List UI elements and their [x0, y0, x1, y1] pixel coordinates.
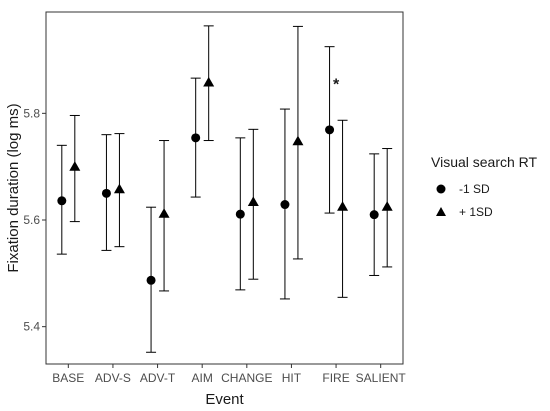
x-axis-title: Event [205, 391, 244, 408]
y-axis-title: Fixation duration (log ms) [5, 103, 22, 272]
annotations: * [333, 76, 340, 93]
data-point-triangle [69, 161, 81, 171]
data-point-triangle [292, 135, 304, 146]
data-point-circle [146, 275, 156, 285]
x-tick-label: FIRE [322, 371, 349, 385]
x-tick-label: AIM [192, 371, 213, 385]
data-point-circle [235, 209, 245, 219]
data-point-circle [280, 200, 290, 210]
legend-label-plus-1sd: + 1SD [459, 205, 493, 219]
legend-title: Visual search RT [431, 154, 538, 170]
x-axis: BASE ADV-S ADV-T AIM CHANGE HIT FIRE SALIENT [52, 364, 406, 385]
data-point-triangle [247, 196, 259, 206]
y-tick-label: 5.4 [23, 320, 40, 334]
data-point-triangle [381, 201, 393, 211]
data-point-circle [101, 188, 111, 198]
data-point-triangle [203, 76, 215, 87]
data-point-triangle [158, 208, 170, 218]
data-marks [56, 25, 393, 353]
x-tick-label: ADV-S [95, 371, 131, 385]
y-axis: 5.4 5.6 5.8 [23, 106, 46, 334]
y-tick-label: 5.6 [23, 213, 40, 227]
data-point-circle [57, 196, 67, 206]
x-tick-label: SALIENT [356, 371, 407, 385]
data-point-triangle [113, 183, 125, 194]
data-point-circle [191, 133, 201, 143]
plot-panel [45, 11, 404, 365]
x-tick-label: HIT [282, 371, 302, 385]
legend-label-minus-1sd: -1 SD [459, 182, 490, 196]
data-point-circle [369, 210, 379, 220]
legend-key-circle [436, 184, 446, 194]
legend-key-triangle [436, 207, 446, 216]
x-tick-label: ADV-T [140, 371, 176, 385]
x-tick-label: CHANGE [221, 371, 272, 385]
legend: Visual search RT -1 SD + 1SD [431, 154, 538, 219]
y-tick-label: 5.8 [23, 106, 40, 120]
data-point-circle [325, 125, 335, 135]
x-tick-label: BASE [52, 371, 84, 385]
significance-asterisk: * [333, 76, 340, 93]
data-point-triangle [337, 201, 349, 211]
